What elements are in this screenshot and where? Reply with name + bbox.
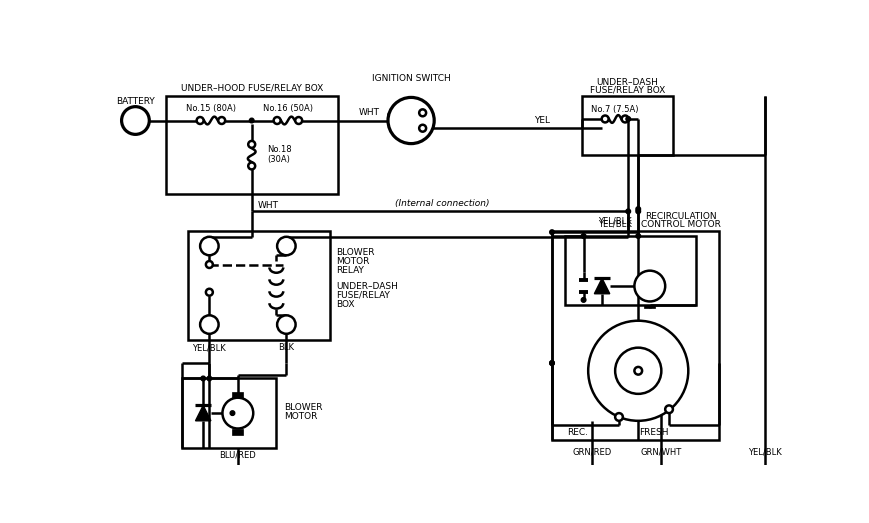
Text: BLOWER: BLOWER — [336, 248, 375, 257]
Bar — [182, 379, 276, 448]
Text: YEL/BLK: YEL/BLK — [598, 220, 632, 229]
Circle shape — [550, 230, 554, 234]
Circle shape — [196, 117, 203, 124]
Circle shape — [581, 298, 586, 302]
Text: CONTROL MOTOR: CONTROL MOTOR — [640, 220, 720, 229]
Text: MOTOR: MOTOR — [284, 413, 317, 422]
Text: 2: 2 — [283, 241, 289, 251]
Text: WHT: WHT — [258, 201, 279, 210]
Text: 1: 1 — [206, 320, 213, 329]
Text: YEL: YEL — [534, 116, 550, 125]
Text: YEL/BLK: YEL/BLK — [192, 343, 226, 352]
Bar — [645, 265, 655, 271]
Bar — [645, 301, 655, 308]
Circle shape — [277, 237, 295, 255]
Text: 4: 4 — [283, 320, 289, 329]
Text: WHT: WHT — [358, 108, 379, 117]
Circle shape — [207, 376, 212, 381]
Bar — [565, 236, 696, 305]
Text: (30A): (30A) — [267, 155, 290, 164]
Circle shape — [249, 163, 255, 169]
Text: BLU/RED: BLU/RED — [220, 451, 256, 460]
Circle shape — [201, 376, 205, 381]
Polygon shape — [196, 405, 211, 421]
Circle shape — [206, 261, 213, 268]
Circle shape — [636, 209, 640, 214]
Text: MOTOR: MOTOR — [336, 257, 370, 266]
Bar — [232, 392, 243, 397]
Text: BLK: BLK — [278, 343, 295, 352]
Circle shape — [230, 411, 235, 415]
Bar — [552, 231, 720, 440]
Text: BAT: BAT — [399, 108, 415, 117]
Circle shape — [419, 125, 426, 132]
Circle shape — [218, 117, 225, 124]
Text: BLOWER: BLOWER — [284, 403, 322, 412]
Circle shape — [388, 97, 434, 144]
Circle shape — [200, 315, 219, 334]
Polygon shape — [594, 278, 610, 294]
Circle shape — [665, 405, 673, 413]
Circle shape — [601, 116, 608, 122]
Text: YEL/BLK: YEL/BLK — [748, 447, 782, 456]
Text: RELAY: RELAY — [336, 266, 364, 275]
Text: IG2: IG2 — [400, 124, 415, 133]
Circle shape — [621, 116, 628, 122]
Text: FUSE/RELAY BOX: FUSE/RELAY BOX — [590, 85, 665, 94]
Text: GRN/WHT: GRN/WHT — [640, 447, 682, 456]
Circle shape — [222, 397, 253, 428]
Circle shape — [615, 413, 623, 421]
Circle shape — [626, 209, 631, 214]
Circle shape — [295, 117, 302, 124]
Text: No.15 (80A): No.15 (80A) — [186, 105, 235, 113]
Text: No.7 (7.5A): No.7 (7.5A) — [592, 105, 639, 114]
Bar — [188, 231, 330, 340]
Circle shape — [636, 207, 640, 211]
Bar — [232, 428, 243, 435]
Text: REC.: REC. — [567, 428, 588, 437]
Text: UNDER–DASH: UNDER–DASH — [596, 77, 659, 86]
Bar — [166, 96, 338, 194]
Circle shape — [615, 348, 661, 394]
Text: M: M — [644, 280, 656, 292]
Circle shape — [550, 361, 554, 366]
Circle shape — [550, 361, 554, 366]
Text: No.18: No.18 — [267, 144, 292, 153]
Bar — [582, 96, 673, 155]
Circle shape — [588, 321, 688, 421]
Text: UNDER–DASH: UNDER–DASH — [336, 281, 398, 291]
Circle shape — [626, 117, 631, 121]
Text: No.16 (50A): No.16 (50A) — [263, 105, 313, 113]
Text: (Internal connection): (Internal connection) — [395, 199, 489, 208]
Circle shape — [634, 271, 665, 301]
Text: IGNITION SWITCH: IGNITION SWITCH — [372, 74, 450, 83]
Text: +: + — [129, 113, 142, 128]
Text: GRN/RED: GRN/RED — [573, 447, 612, 456]
Text: BATTERY: BATTERY — [116, 97, 155, 106]
Circle shape — [274, 117, 281, 124]
Text: YEL/BLK: YEL/BLK — [598, 216, 632, 225]
Text: RECIRCULATION: RECIRCULATION — [645, 212, 716, 221]
Circle shape — [581, 234, 586, 238]
Circle shape — [419, 109, 426, 116]
Circle shape — [122, 107, 149, 134]
Circle shape — [200, 237, 219, 255]
Circle shape — [636, 234, 640, 238]
Circle shape — [277, 315, 295, 334]
Text: 3: 3 — [206, 241, 213, 251]
Text: FUSE/RELAY: FUSE/RELAY — [336, 291, 390, 300]
Circle shape — [206, 289, 213, 295]
Text: UNDER–HOOD FUSE/RELAY BOX: UNDER–HOOD FUSE/RELAY BOX — [181, 84, 323, 93]
Circle shape — [249, 118, 254, 123]
Circle shape — [249, 141, 255, 148]
Text: FRESH: FRESH — [639, 428, 668, 437]
Circle shape — [634, 367, 642, 374]
Text: M: M — [232, 406, 244, 419]
Text: BOX: BOX — [336, 300, 355, 309]
